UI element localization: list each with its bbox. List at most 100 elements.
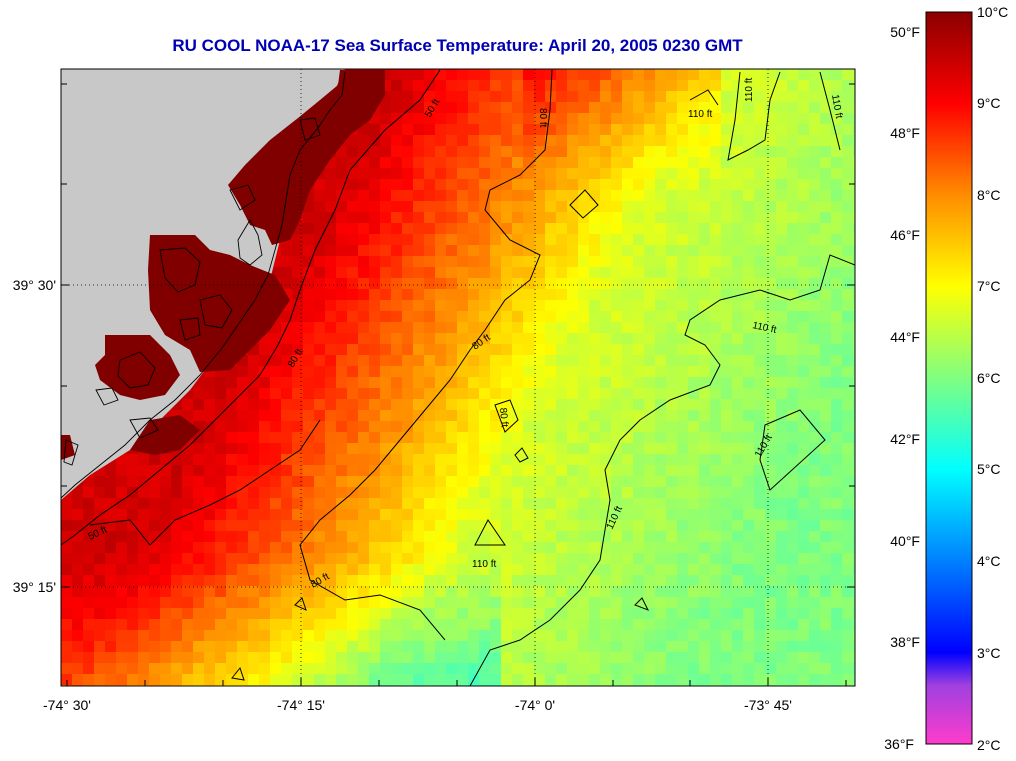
sst-pixel [424,69,436,81]
sst-pixel [391,201,403,213]
sst-pixel [171,542,183,554]
sst-pixel [820,454,832,466]
sst-pixel [589,102,601,114]
sst-pixel [666,113,678,125]
sst-pixel [699,608,711,620]
sst-pixel [765,652,777,664]
sst-pixel [710,223,722,235]
sst-pixel [633,476,645,488]
sst-pixel [149,520,161,532]
sst-pixel [479,443,491,455]
sst-pixel [677,234,689,246]
sst-pixel [468,69,480,81]
sst-pixel [633,377,645,389]
sst-pixel [644,509,656,521]
sst-pixel [655,630,667,642]
sst-pixel [611,80,623,92]
sst-pixel [831,586,843,598]
sst-pixel [193,432,205,444]
sst-pixel [743,190,755,202]
sst-pixel [600,388,612,400]
sst-pixel [171,685,183,686]
sst-pixel [490,102,502,114]
sst-pixel [809,388,821,400]
sst-pixel [545,498,557,510]
sst-pixel [424,355,436,367]
sst-pixel [490,377,502,389]
sst-pixel [644,69,656,81]
sst-pixel [424,630,436,642]
sst-pixel [292,663,304,675]
sst-pixel [457,333,469,345]
sst-pixel [765,168,777,180]
sst-pixel [501,575,513,587]
sst-pixel [292,630,304,642]
sst-pixel [677,619,689,631]
sst-pixel [556,531,568,543]
sst-pixel [336,520,348,532]
sst-pixel [358,498,370,510]
sst-pixel [435,564,447,576]
sst-pixel [237,421,249,433]
sst-pixel [281,608,293,620]
sst-pixel [688,586,700,598]
sst-pixel [622,608,634,620]
sst-pixel [138,652,150,664]
sst-pixel [336,476,348,488]
sst-pixel [523,333,535,345]
sst-pixel [677,223,689,235]
sst-pixel [424,619,436,631]
sst-pixel [193,399,205,411]
sst-pixel [534,608,546,620]
sst-pixel [743,223,755,235]
sst-pixel [226,641,238,653]
sst-pixel [644,454,656,466]
sst-pixel [545,234,557,246]
sst-pixel [820,421,832,433]
sst-pixel [105,663,117,675]
sst-pixel [809,234,821,246]
sst-pixel [798,641,810,653]
sst-pixel [853,223,855,235]
lon-label-73-45: -73° 45' [744,697,792,713]
sst-pixel [743,102,755,114]
sst-pixel [567,168,579,180]
sst-pixel [468,146,480,158]
sst-pixel [655,520,667,532]
sst-pixel [413,234,425,246]
sst-pixel [413,322,425,334]
sst-pixel [633,652,645,664]
sst-pixel [567,399,579,411]
sst-pixel [325,267,337,279]
sst-pixel [413,256,425,268]
sst-pixel [798,124,810,136]
sst-pixel [853,201,855,213]
sst-pixel [325,597,337,609]
sst-pixel [116,531,128,543]
sst-pixel [831,311,843,323]
sst-pixel [842,190,854,202]
sst-pixel [490,641,502,653]
sst-pixel [699,597,711,609]
sst-pixel [468,608,480,620]
sst-pixel [380,575,392,587]
sst-pixel [798,399,810,411]
sst-pixel [578,256,590,268]
sst-pixel [237,630,249,642]
sst-pixel [578,564,590,576]
sst-pixel [633,91,645,103]
sst-pixel [116,586,128,598]
sst-pixel [435,256,447,268]
sst-pixel [237,465,249,477]
sst-pixel [435,245,447,257]
sst-pixel [644,586,656,598]
sst-pixel [600,366,612,378]
sst-pixel [831,542,843,554]
sst-pixel [325,157,337,169]
sst-pixel [732,300,744,312]
sst-pixel [666,256,678,268]
sst-pixel [314,630,326,642]
sst-pixel [644,476,656,488]
sst-pixel [303,377,315,389]
sst-pixel [424,102,436,114]
